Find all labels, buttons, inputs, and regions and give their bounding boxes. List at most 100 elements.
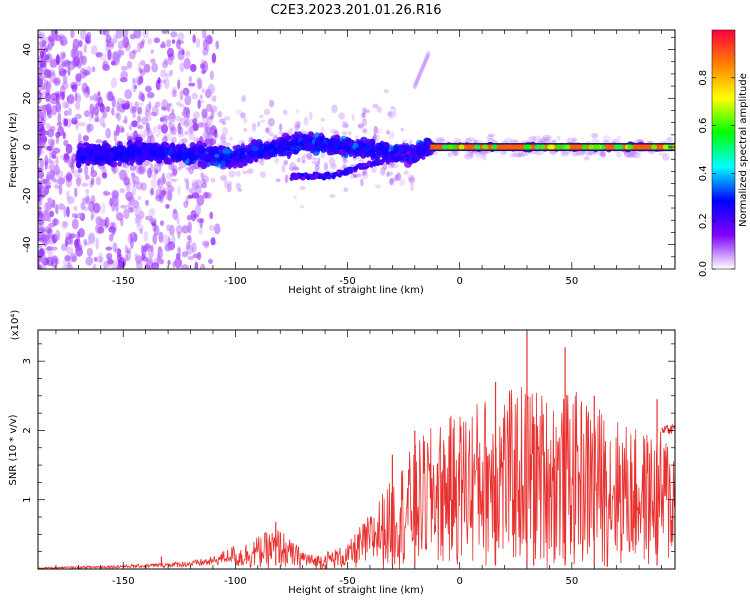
heatmap-cell	[263, 150, 269, 158]
heatmap-cell	[426, 51, 431, 58]
heatmap-cell	[399, 178, 406, 187]
heatmap-cell	[97, 144, 102, 151]
heatmap-cell	[158, 191, 165, 200]
heatmap-cell	[156, 159, 163, 164]
heatmap-cell	[81, 182, 89, 187]
heatmap-cell	[197, 99, 205, 104]
heatmap-cell	[538, 138, 543, 144]
heatmap-cell	[157, 124, 163, 130]
heatmap-cell	[327, 144, 335, 149]
heatmap-cell	[141, 249, 147, 260]
heatmap-cell	[60, 52, 66, 60]
heatmap-cell	[600, 150, 605, 155]
heatmap-cell	[139, 163, 147, 175]
heatmap-cell	[50, 246, 58, 251]
heatmap-cell	[74, 243, 83, 251]
heatmap-cell	[301, 129, 305, 135]
heatmap-cell	[172, 209, 179, 221]
heatmap-cell	[252, 146, 259, 152]
heatmap-cell	[347, 131, 352, 136]
heatmap-cell	[178, 127, 184, 135]
heatmap-cell	[47, 248, 54, 260]
heatmap-cell	[55, 101, 62, 113]
heatmap-cell	[208, 131, 213, 139]
heatmap-cell	[168, 121, 173, 130]
heatmap-cell	[63, 139, 69, 147]
heatmap-cell	[61, 264, 70, 269]
heatmap-cell	[42, 130, 50, 136]
heatmap-cell	[394, 174, 399, 181]
heatmap-cell	[85, 175, 90, 181]
heatmap-cell	[623, 151, 633, 158]
heatmap-cell	[182, 87, 190, 96]
heatmap-cell	[212, 133, 220, 140]
heatmap-cell	[82, 69, 90, 76]
heatmap-cell	[235, 109, 243, 116]
heatmap-cell	[90, 177, 95, 186]
heatmap-cell	[342, 163, 347, 169]
heatmap-cell	[482, 153, 487, 161]
heatmap-cell	[362, 107, 367, 115]
heatmap-cell	[104, 216, 110, 228]
heatmap-cell	[581, 144, 588, 150]
heatmap-cell	[124, 254, 129, 262]
heatmap-cell	[389, 177, 394, 186]
heatmap-cell	[89, 95, 94, 101]
heatmap-cell	[158, 231, 164, 243]
heatmap-cell	[566, 137, 575, 144]
heatmap-cell	[38, 123, 45, 133]
heatmap-cell	[504, 137, 513, 143]
heatmap-cell	[129, 105, 135, 114]
heatmap-cell	[135, 255, 142, 265]
heatmap-cell	[107, 91, 114, 102]
heatmap-cell	[167, 56, 174, 66]
heatmap-cell	[410, 182, 414, 192]
heatmap-cell	[179, 62, 185, 73]
heatmap-cell	[344, 138, 351, 145]
heatmap-cell	[75, 73, 82, 82]
heatmap-cell	[92, 202, 101, 214]
heatmap-cell	[67, 107, 73, 116]
heatmap-cell	[169, 69, 174, 75]
heatmap-cell	[46, 43, 50, 53]
heatmap-cell	[166, 103, 171, 113]
heatmap-cell	[95, 223, 103, 235]
heatmap-cell	[177, 185, 181, 196]
heatmap-cell	[199, 94, 203, 100]
heatmap-cell	[555, 144, 562, 150]
heatmap-cell	[113, 130, 118, 143]
heatmap-cell	[162, 177, 167, 184]
heatmap-cell	[66, 262, 73, 269]
heatmap-cell	[194, 203, 202, 216]
heatmap-cell	[155, 194, 163, 202]
heatmap-cell	[137, 195, 142, 201]
heatmap-cell	[628, 150, 638, 157]
heatmap-cell	[118, 170, 122, 177]
heatmap-cell	[92, 106, 100, 116]
heatmap-cell	[219, 136, 227, 144]
heatmap-cell	[98, 252, 103, 262]
heatmap-cell	[662, 144, 669, 150]
heatmap-cell	[409, 152, 414, 157]
heatmap-cell	[371, 160, 377, 165]
heatmap-cell	[185, 107, 191, 120]
heatmap-cell	[108, 233, 114, 242]
heatmap-cell	[171, 234, 176, 246]
heatmap-cell	[425, 147, 431, 156]
heatmap-cell	[178, 47, 184, 56]
heatmap-cell	[279, 123, 283, 132]
heatmap-cell	[204, 191, 212, 199]
heatmap-cell	[156, 179, 163, 189]
heatmap-cell	[210, 237, 216, 246]
heatmap-cell	[76, 212, 83, 219]
heatmap-cell	[128, 50, 136, 60]
heatmap-cell	[594, 144, 601, 150]
heatmap-cell	[115, 30, 123, 39]
heatmap-cell	[46, 70, 52, 79]
heatmap-cell	[545, 136, 550, 141]
snr-x-tick-label: -100	[224, 576, 247, 587]
heatmap-cell	[49, 143, 54, 152]
heatmap-cell	[259, 157, 265, 167]
heatmap-cell	[45, 174, 53, 180]
heatmap-cell	[51, 150, 57, 156]
